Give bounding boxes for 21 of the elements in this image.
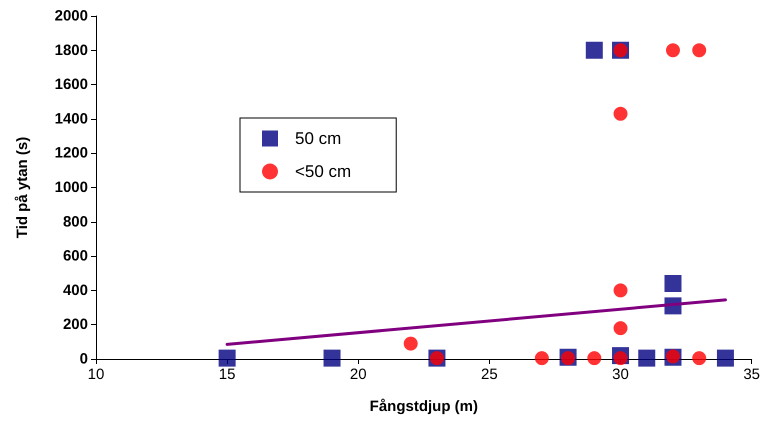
y-axis-title: Tid på ytan (s) (14, 136, 31, 238)
y-tick-label: 1600 (54, 76, 88, 94)
y-tick-label: 200 (62, 316, 88, 334)
y-tick-label: 1000 (54, 179, 88, 196)
legend-label: <50 cm (295, 162, 352, 181)
x-tick-label: 20 (350, 366, 367, 383)
x-tick-label: 10 (88, 366, 104, 383)
legend-label: 50 cm (295, 129, 342, 148)
y-tick-label: 400 (62, 282, 88, 299)
y-tick-label: 0 (80, 350, 88, 368)
y-tick-label: 1200 (54, 144, 88, 162)
x-tick-label: 15 (218, 366, 236, 383)
y-tick-label: 600 (62, 248, 88, 265)
y-tick-label: 800 (62, 213, 88, 230)
x-axis-title: Fångstdjup (m) (370, 398, 478, 415)
y-tick-label: 1800 (54, 42, 88, 59)
x-tick-label: 35 (743, 366, 760, 383)
x-tick-label: 25 (481, 366, 498, 383)
y-tick-label: 1400 (54, 110, 88, 128)
y-tick-label: 2000 (54, 8, 88, 24)
x-tick-label: 30 (612, 366, 629, 383)
